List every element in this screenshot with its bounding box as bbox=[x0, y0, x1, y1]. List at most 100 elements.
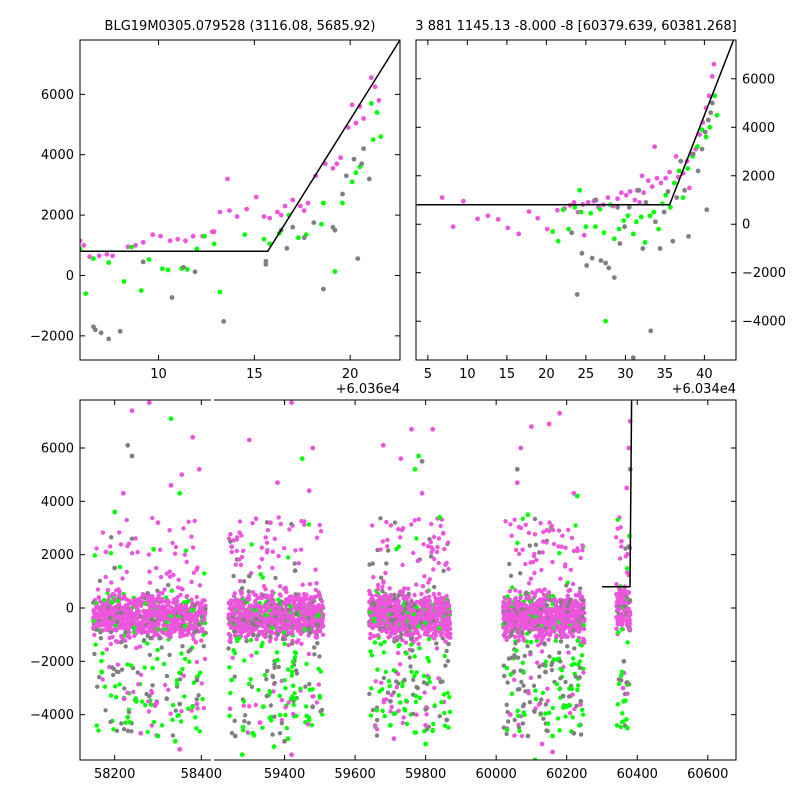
data-point bbox=[245, 730, 250, 735]
data-point bbox=[554, 633, 559, 638]
data-point bbox=[367, 636, 373, 641]
data-point bbox=[317, 592, 322, 598]
data-point bbox=[175, 236, 181, 242]
data-point bbox=[544, 540, 549, 545]
data-point bbox=[445, 614, 451, 619]
data-point bbox=[199, 638, 204, 643]
data-point bbox=[537, 664, 542, 669]
panel-top-right: 5 10 15 20 25 30 35 40−4000−20000200040006000+6… bbox=[415, 39, 786, 397]
data-point bbox=[704, 207, 710, 213]
data-point bbox=[92, 651, 97, 657]
data-point bbox=[406, 586, 411, 591]
data-point bbox=[221, 319, 227, 324]
data-point bbox=[228, 598, 233, 603]
data-point bbox=[398, 535, 403, 540]
y-tick-label: 0 bbox=[66, 269, 74, 284]
data-point bbox=[228, 617, 233, 623]
data-point bbox=[714, 112, 720, 118]
data-point bbox=[581, 623, 586, 628]
data-point bbox=[380, 608, 386, 614]
data-point bbox=[168, 482, 174, 488]
data-point bbox=[185, 607, 191, 612]
data-point bbox=[396, 693, 401, 698]
data-point bbox=[409, 426, 414, 432]
data-point bbox=[125, 634, 131, 639]
data-point bbox=[371, 610, 376, 615]
data-point bbox=[431, 591, 436, 597]
season-cluster-2 bbox=[367, 516, 453, 738]
data-point bbox=[614, 723, 620, 728]
data-point bbox=[403, 640, 409, 645]
data-point bbox=[301, 598, 306, 603]
data-point bbox=[308, 598, 313, 603]
data-point bbox=[674, 195, 680, 201]
data-point bbox=[135, 623, 140, 628]
data-point bbox=[531, 553, 537, 559]
data-point bbox=[639, 173, 645, 179]
data-point bbox=[178, 631, 183, 636]
data-point bbox=[184, 267, 190, 272]
data-point bbox=[226, 614, 232, 619]
data-point bbox=[349, 179, 355, 185]
data-point bbox=[442, 653, 447, 659]
data-point bbox=[539, 630, 544, 635]
data-point bbox=[444, 560, 449, 566]
data-point bbox=[537, 626, 542, 632]
data-point bbox=[194, 659, 200, 665]
data-point bbox=[97, 578, 103, 584]
data-point bbox=[580, 548, 585, 553]
data-point bbox=[539, 649, 545, 654]
data-point bbox=[147, 603, 152, 609]
data-point bbox=[197, 729, 202, 734]
data-point bbox=[543, 711, 548, 716]
data-point bbox=[444, 717, 450, 723]
data-point bbox=[190, 233, 196, 239]
data-point bbox=[138, 672, 144, 677]
data-point bbox=[524, 626, 530, 631]
data-point bbox=[422, 595, 428, 601]
data-point bbox=[566, 226, 571, 232]
data-point bbox=[603, 260, 608, 266]
data-point bbox=[232, 618, 238, 623]
data-point bbox=[332, 227, 338, 233]
data-point bbox=[603, 318, 608, 324]
data-point bbox=[372, 84, 378, 90]
data-point bbox=[570, 715, 575, 720]
data-point bbox=[526, 581, 532, 586]
data-point bbox=[163, 682, 168, 688]
data-point bbox=[145, 633, 150, 639]
data-point bbox=[96, 616, 101, 621]
data-point bbox=[443, 639, 448, 644]
data-point bbox=[193, 640, 199, 645]
data-point bbox=[201, 632, 206, 638]
data-point bbox=[440, 530, 446, 536]
data-point bbox=[256, 687, 261, 693]
data-point bbox=[142, 592, 147, 598]
data-point bbox=[539, 634, 545, 639]
data-point bbox=[519, 679, 524, 685]
data-point bbox=[410, 648, 415, 653]
data-point bbox=[143, 703, 148, 708]
data-point bbox=[559, 632, 564, 637]
data-point bbox=[626, 445, 632, 451]
data-point bbox=[194, 567, 199, 572]
data-point bbox=[128, 600, 134, 605]
data-point bbox=[289, 521, 294, 527]
data-point bbox=[112, 509, 118, 515]
data-point bbox=[611, 236, 617, 242]
data-point bbox=[307, 625, 312, 630]
data-point bbox=[577, 625, 582, 630]
data-point bbox=[409, 636, 414, 642]
data-point bbox=[428, 554, 434, 559]
data-point bbox=[541, 662, 546, 667]
data-point bbox=[544, 603, 549, 608]
data-point bbox=[673, 154, 679, 159]
data-point bbox=[553, 638, 558, 643]
data-point bbox=[522, 653, 527, 659]
data-point bbox=[431, 567, 436, 572]
data-point bbox=[299, 641, 304, 646]
data-point bbox=[240, 613, 246, 618]
series-0 bbox=[103, 400, 633, 758]
data-point bbox=[553, 601, 558, 606]
